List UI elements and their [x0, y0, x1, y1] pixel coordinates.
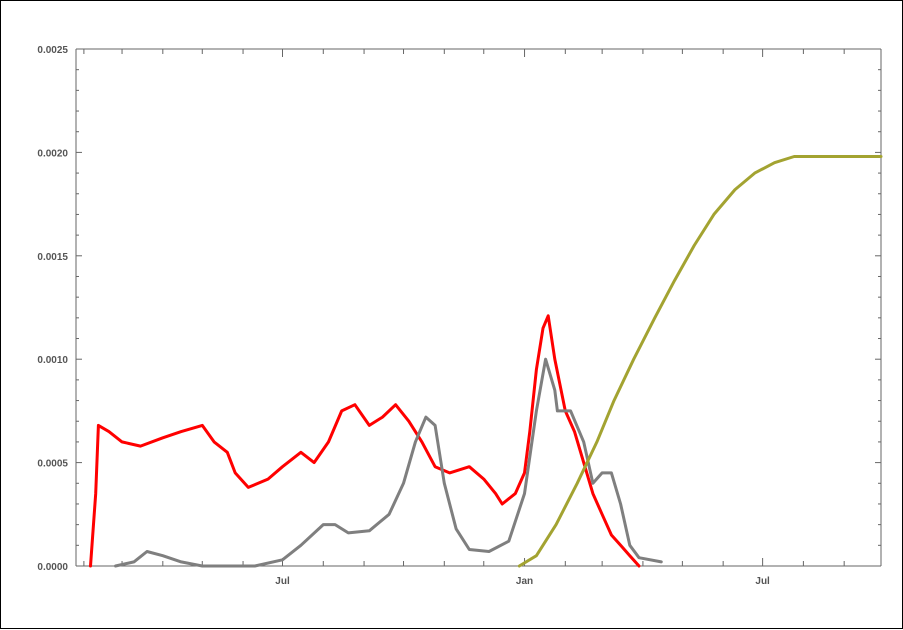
y-tick-label: 0.0025: [37, 45, 68, 56]
series-line-gray: [114, 357, 663, 568]
y-tick-label: 0.0015: [37, 252, 68, 263]
series-line-olive: [517, 155, 883, 568]
tick-labels: 0.0000 0.0005 0.0010 0.0015 0.0020 0.0025 Jul J…: [37, 45, 770, 587]
axes: [75, 48, 882, 567]
y-tick-label: 0.0000: [37, 562, 68, 573]
series-line-red: [89, 314, 641, 568]
y-tick-label: 0.0020: [37, 148, 68, 159]
x-tick-label: Jul: [755, 576, 770, 587]
y-tick-label: 0.0005: [37, 459, 68, 470]
series-group: [89, 155, 883, 568]
y-tick-label: 0.0010: [37, 355, 68, 366]
x-tick-label: Jan: [516, 576, 533, 587]
x-tick-label: Jul: [275, 576, 290, 587]
